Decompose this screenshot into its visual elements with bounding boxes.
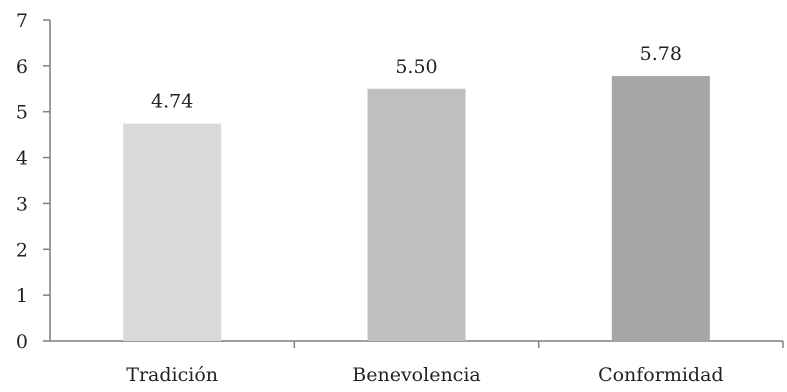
data-label-0: 4.74 bbox=[151, 91, 193, 113]
y-tick-label-2: 2 bbox=[16, 239, 28, 261]
bar-1 bbox=[367, 88, 466, 342]
category-label-0: Tradición bbox=[126, 364, 218, 386]
bar-2 bbox=[611, 75, 710, 342]
y-tick-label-4: 4 bbox=[16, 148, 28, 170]
y-tick-label-7: 7 bbox=[16, 10, 28, 32]
category-label-1: Benevolencia bbox=[352, 364, 480, 386]
bar-0 bbox=[123, 123, 222, 341]
y-tick-label-6: 6 bbox=[16, 56, 28, 78]
category-label-2: Conformidad bbox=[598, 364, 724, 386]
y-tick-label-1: 1 bbox=[16, 285, 28, 307]
y-tick-label-0: 0 bbox=[16, 331, 28, 353]
y-tick-label-5: 5 bbox=[16, 102, 28, 124]
y-tick-label-3: 3 bbox=[16, 193, 28, 215]
data-label-1: 5.50 bbox=[395, 56, 437, 78]
data-label-2: 5.78 bbox=[640, 43, 682, 65]
